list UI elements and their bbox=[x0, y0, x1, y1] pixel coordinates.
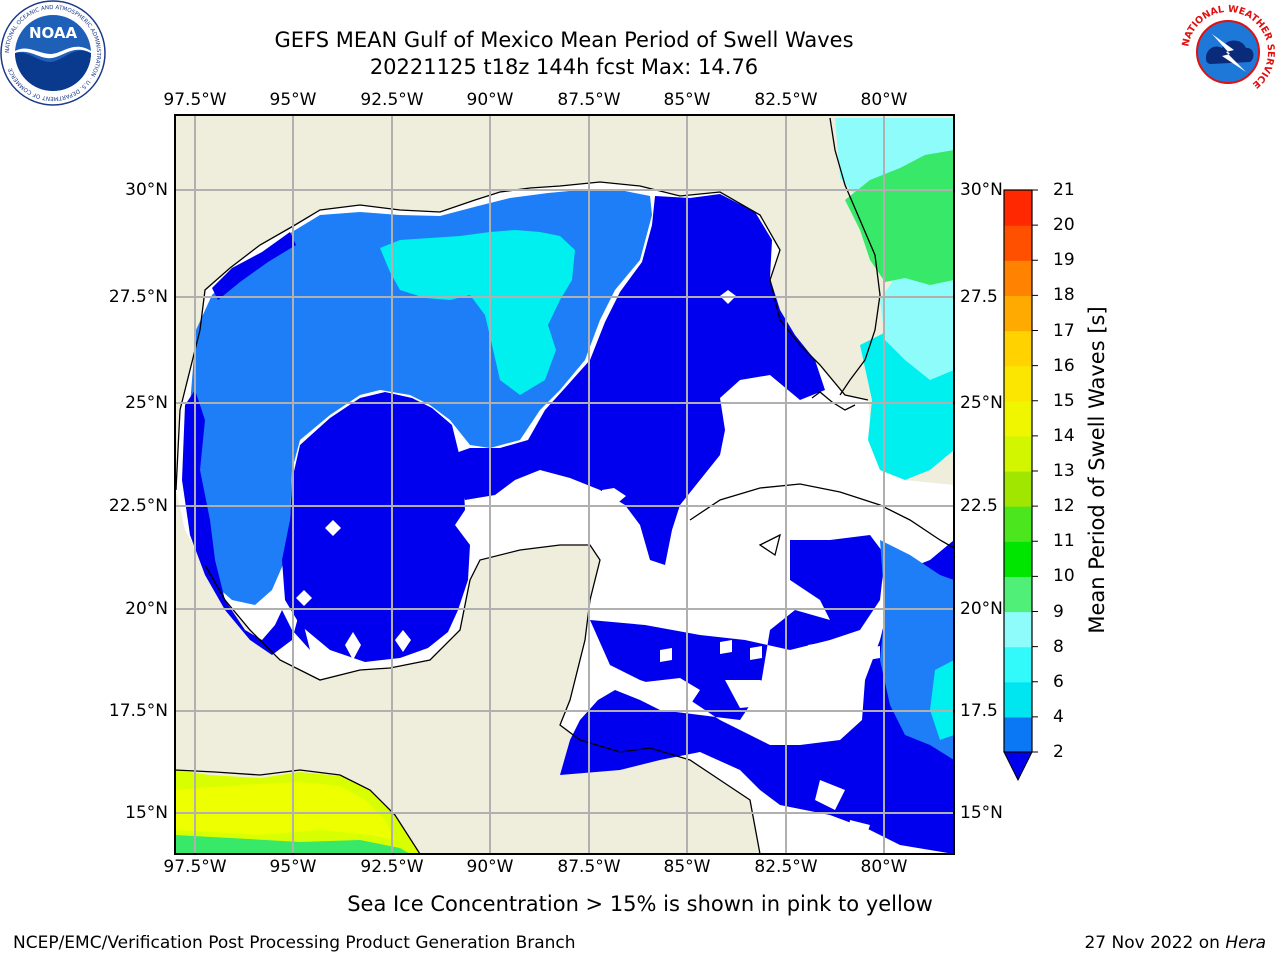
colorbar-tick-label: 4 bbox=[1053, 706, 1064, 727]
lat-tick-right: 27.5 bbox=[960, 287, 998, 307]
footer-machine: Hera bbox=[1225, 933, 1266, 953]
caribbean-white-holes bbox=[645, 640, 880, 840]
colorbar-tick-label: 2 bbox=[1053, 742, 1064, 762]
noaa-logo-text: NOAA bbox=[29, 24, 78, 42]
lon-tick-bottom: 92.5°W bbox=[360, 857, 424, 877]
swell-deepblue-west-gulf bbox=[282, 392, 470, 662]
colorbar-band bbox=[1004, 435, 1032, 472]
sea-ice-note: Sea Ice Concentration > 15% is shown in … bbox=[347, 892, 933, 916]
lat-tick-right: 17.5 bbox=[960, 701, 998, 721]
lon-tick-bottom: 90°W bbox=[466, 857, 514, 877]
lat-tick-right: 22.5 bbox=[960, 496, 998, 516]
lat-tick-left: 17.5°N bbox=[108, 701, 168, 721]
colorbar-band bbox=[1004, 681, 1032, 718]
colorbar-band bbox=[1004, 646, 1032, 683]
swell-cyan-central bbox=[380, 230, 575, 395]
map-title: GEFS MEAN Gulf of Mexico Mean Period of … bbox=[274, 28, 854, 52]
colorbar-extend-arrow bbox=[1003, 751, 1033, 782]
colorbar-band bbox=[1004, 260, 1032, 296]
lat-tick-right: 15°N bbox=[960, 803, 1003, 823]
lat-tick-left: 15°N bbox=[125, 803, 168, 823]
colorbar-tick-label: 18 bbox=[1053, 285, 1075, 306]
colorbar-band bbox=[1004, 576, 1032, 613]
colorbar-tick-label: 10 bbox=[1053, 566, 1075, 587]
swell-yellow-pacific bbox=[175, 782, 395, 840]
colorbar-tick-label: 16 bbox=[1053, 355, 1075, 376]
colorbar-tick-label: 19 bbox=[1053, 250, 1075, 271]
lon-tick-top: 92.5°W bbox=[360, 90, 424, 110]
lon-tick-top: 97.5°W bbox=[163, 90, 227, 110]
coastlines bbox=[175, 117, 954, 854]
footer-credit: NCEP/EMC/Verification Post Processing Pr… bbox=[13, 933, 576, 953]
lon-tick-top: 82.5°W bbox=[754, 90, 818, 110]
swell-cyan-caribbean-east bbox=[930, 660, 954, 740]
swell-lightcyan-northeast bbox=[835, 118, 954, 195]
colorbar-band bbox=[1004, 716, 1032, 753]
colorbar-band bbox=[1004, 330, 1032, 367]
lon-tick-bottom: 82.5°W bbox=[754, 857, 818, 877]
lon-tick-bottom: 85°W bbox=[663, 857, 711, 877]
lon-tick-bottom: 87.5°W bbox=[557, 857, 621, 877]
map-frame bbox=[174, 114, 955, 855]
noaa-logo: NATIONAL OCEANIC AND ATMOSPHERIC ADMINIS… bbox=[0, 0, 106, 106]
lat-tick-left: 22.5°N bbox=[108, 496, 168, 516]
lon-tick-top: 80°W bbox=[860, 90, 908, 110]
lon-tick-top: 87.5°W bbox=[557, 90, 621, 110]
lon-tick-bottom: 97.5°W bbox=[163, 857, 227, 877]
colorbar-tick-label: 15 bbox=[1053, 390, 1075, 411]
lat-tick-left: 20°N bbox=[125, 599, 168, 619]
colorbar-band bbox=[1004, 541, 1032, 577]
lat-tick-right: 30°N bbox=[960, 180, 1003, 200]
colorbar-tick-label: 8 bbox=[1053, 636, 1064, 657]
swell-lightcyan-east bbox=[880, 265, 954, 380]
colorbar-tick-label: 12 bbox=[1053, 496, 1075, 517]
colorbar-tick-label: 6 bbox=[1053, 671, 1064, 692]
colorbar-band bbox=[1004, 225, 1032, 261]
swell-deepblue-west-coast bbox=[182, 390, 310, 655]
lon-tick-top: 95°W bbox=[269, 90, 317, 110]
colorbar-tick-label: 11 bbox=[1053, 531, 1075, 552]
lon-tick-bottom: 80°W bbox=[860, 857, 908, 877]
colorbar-tick-label: 20 bbox=[1053, 215, 1075, 236]
lat-tick-right: 20°N bbox=[960, 599, 1003, 619]
colorbar-band bbox=[1004, 295, 1032, 332]
colorbar-band bbox=[1004, 400, 1032, 437]
lat-tick-left: 30°N bbox=[125, 180, 168, 200]
colorbar-band bbox=[1004, 506, 1032, 542]
colorbar-tick-label: 13 bbox=[1053, 461, 1075, 481]
colorbar-tick-label: 9 bbox=[1053, 601, 1064, 622]
colorbar-band bbox=[1004, 611, 1032, 648]
footer-date: 27 Nov 2022 on Hera bbox=[1084, 933, 1266, 953]
swell-deepblue-northwest bbox=[212, 232, 296, 300]
colorbar-band bbox=[1004, 190, 1032, 226]
swell-deepblue-east-gulf bbox=[450, 194, 825, 565]
swell-green-florida bbox=[845, 150, 954, 285]
lon-tick-top: 85°W bbox=[663, 90, 711, 110]
colorbar-tick-label: 21 bbox=[1053, 180, 1075, 200]
lon-tick-bottom: 95°W bbox=[269, 857, 317, 877]
lat-tick-right: 25°N bbox=[960, 393, 1003, 413]
graticule bbox=[175, 115, 954, 854]
lon-tick-top: 90°W bbox=[466, 90, 514, 110]
map-subtitle-forecast: 20221125 t18z 144h fcst Max: 14.76 bbox=[369, 55, 759, 79]
lat-tick-left: 25°N bbox=[125, 393, 168, 413]
colorbar-band bbox=[1004, 365, 1032, 402]
lat-tick-left: 27.5°N bbox=[108, 287, 168, 307]
colorbar-tick-label: 17 bbox=[1053, 320, 1075, 341]
nws-logo: NATIONAL WEATHER SERVICE bbox=[1178, 2, 1278, 102]
colorbar-tick-label: 14 bbox=[1053, 425, 1075, 446]
colorbar bbox=[1003, 189, 1038, 782]
colorbar-band bbox=[1004, 471, 1032, 507]
